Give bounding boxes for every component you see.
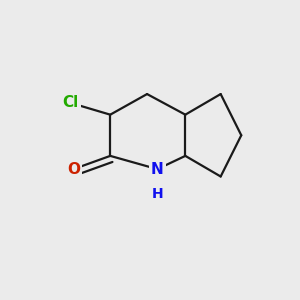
Text: Cl: Cl bbox=[62, 95, 79, 110]
Text: O: O bbox=[67, 162, 80, 177]
Text: H: H bbox=[152, 187, 163, 201]
Text: N: N bbox=[151, 162, 164, 177]
